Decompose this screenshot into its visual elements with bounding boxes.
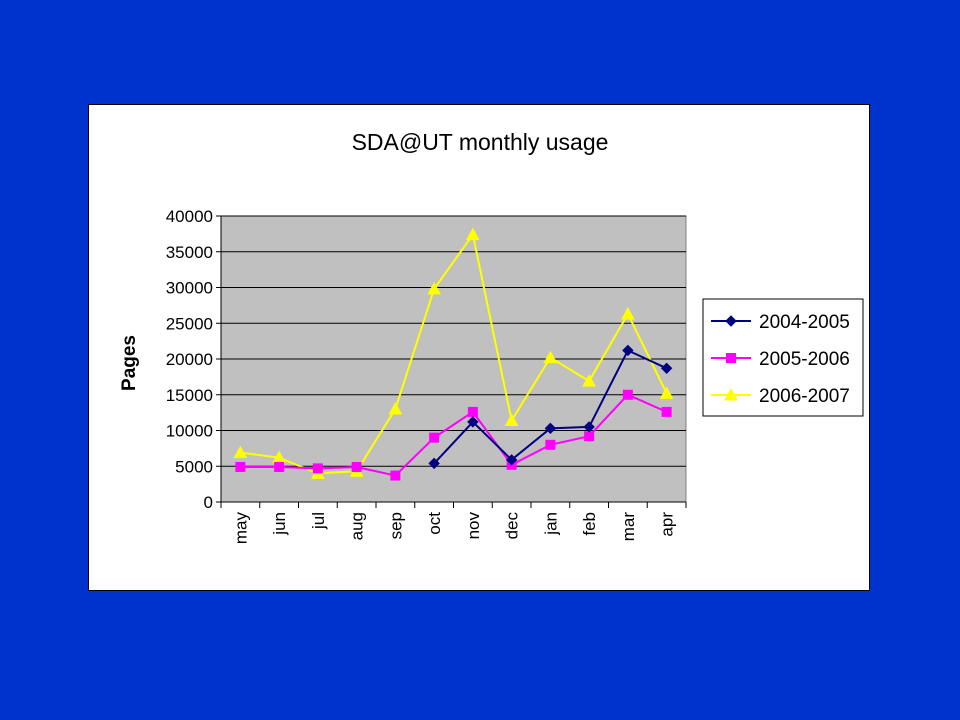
data-point (584, 431, 595, 442)
data-point (726, 353, 736, 363)
x-tick-label: aug (348, 512, 367, 540)
y-tick-label: 5000 (175, 457, 213, 476)
x-tick-label: mar (619, 512, 638, 542)
y-tick-label: 40000 (166, 207, 213, 226)
legend-label: 2005-2006 (759, 349, 850, 370)
legend: 2004-2005 2005-2006 2006-2007 (702, 298, 864, 417)
y-axis-label: Pages (119, 335, 140, 391)
data-point (235, 461, 246, 472)
chart-frame: SDA@UT monthly usage Pages 0 5000 10000 150… (88, 104, 870, 591)
data-point (466, 227, 480, 241)
data-point (467, 406, 478, 417)
data-point (388, 402, 403, 415)
plot-area: 0 5000 10000 15000 20000 25000 30000 35000 40000… (166, 207, 687, 545)
data-point (467, 416, 479, 428)
x-tick-label: jun (270, 512, 289, 536)
series-2006-2007 (233, 227, 674, 479)
data-point (544, 422, 557, 435)
x-tick-label: dec (503, 512, 522, 540)
data-point (545, 439, 556, 450)
y-tick-label: 25000 (166, 314, 213, 333)
data-point (504, 413, 519, 426)
x-tick-label: feb (580, 512, 599, 536)
data-point (427, 281, 441, 295)
legend-label: 2004-2005 (759, 312, 850, 333)
x-tick-label: may (231, 512, 250, 545)
x-tick-label: apr (658, 512, 677, 537)
data-point (312, 463, 323, 474)
y-tick-label: 20000 (166, 350, 213, 369)
legend-label: 2006-2007 (759, 386, 850, 407)
x-tick-label: jul (309, 512, 328, 530)
data-point (659, 386, 674, 399)
series-2004-2005 (428, 344, 673, 470)
data-point (583, 421, 595, 433)
y-tick-label: 10000 (166, 422, 213, 441)
series-line (240, 393, 668, 477)
data-point (505, 454, 518, 466)
data-point (661, 406, 672, 417)
y-tick-label: 0 (204, 493, 213, 512)
data-point (390, 470, 401, 481)
x-tick-label: oct (425, 512, 444, 535)
y-tick-label: 30000 (166, 279, 213, 298)
chart-svg: SDA@UT monthly usage Pages 0 5000 10000 150… (119, 129, 864, 545)
x-tick-label: sep (386, 512, 405, 539)
chart-title: SDA@UT monthly usage (352, 129, 609, 155)
series-line (240, 232, 668, 475)
data-point (724, 387, 738, 401)
y-tick-label: 15000 (166, 386, 213, 405)
data-point (543, 350, 558, 364)
data-point (621, 306, 635, 320)
data-point (622, 389, 633, 400)
data-point (428, 457, 440, 470)
y-tick-label: 35000 (166, 243, 213, 262)
data-point (660, 362, 673, 375)
x-tick-label: nov (464, 512, 483, 540)
data-point (429, 432, 440, 443)
data-point (274, 461, 285, 472)
data-point (233, 445, 248, 459)
data-point (582, 374, 596, 387)
data-point (725, 315, 737, 327)
data-point (622, 344, 634, 357)
x-tick-label: jan (541, 512, 560, 536)
data-point (351, 461, 362, 472)
